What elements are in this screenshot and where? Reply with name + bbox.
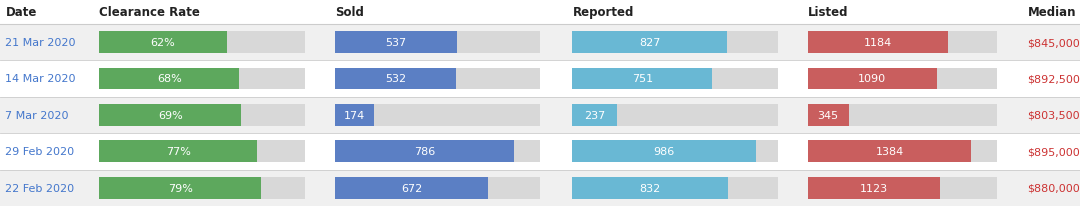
Text: 1384: 1384 [876,147,904,157]
Text: 1123: 1123 [860,183,888,193]
Text: 174: 174 [345,110,365,120]
Bar [0,61,1080,97]
Bar [808,177,941,199]
Bar [808,32,948,54]
Bar [808,32,997,54]
Bar [572,68,778,90]
Text: 345: 345 [818,110,839,120]
Text: 1184: 1184 [864,38,892,48]
Text: Date: Date [5,6,37,19]
Bar [808,68,997,90]
Bar [572,177,778,199]
Text: $803,500: $803,500 [1027,110,1080,120]
Text: 69%: 69% [158,110,183,120]
Text: $880,000: $880,000 [1027,183,1080,193]
Text: 14 Mar 2020: 14 Mar 2020 [5,74,76,84]
Bar [335,32,457,54]
Text: 77%: 77% [166,147,191,157]
Bar [572,104,778,126]
Text: 21 Mar 2020: 21 Mar 2020 [5,38,76,48]
Bar [335,104,540,126]
Bar [572,141,756,163]
Text: 672: 672 [401,183,422,193]
Text: $895,000: $895,000 [1027,147,1080,157]
Bar [572,32,727,54]
Bar [0,25,1080,61]
Text: 786: 786 [414,147,435,157]
Text: 62%: 62% [150,38,175,48]
Bar [0,170,1080,206]
Bar [335,32,540,54]
Bar [808,177,997,199]
Bar [99,68,239,90]
Bar [572,104,617,126]
Bar [808,104,997,126]
Bar [0,97,1080,133]
Text: $845,000: $845,000 [1027,38,1080,48]
Bar [572,68,713,90]
Bar [335,104,375,126]
Bar [99,104,305,126]
Text: 22 Feb 2020: 22 Feb 2020 [5,183,75,193]
Text: 1090: 1090 [859,74,887,84]
Text: 832: 832 [639,183,661,193]
Bar [335,141,514,163]
Bar [572,32,778,54]
Text: 751: 751 [632,74,653,84]
Bar [335,177,488,199]
Bar [572,177,728,199]
Bar [99,104,241,126]
Text: 7 Mar 2020: 7 Mar 2020 [5,110,69,120]
Bar [99,141,257,163]
Text: Median: Median [1028,6,1077,19]
Text: 537: 537 [386,38,406,48]
Text: Clearance Rate: Clearance Rate [99,6,200,19]
Text: Sold: Sold [335,6,364,19]
Text: 827: 827 [639,38,660,48]
Bar [335,177,540,199]
Text: 986: 986 [653,147,675,157]
Bar [99,177,305,199]
Text: 79%: 79% [168,183,193,193]
Bar [99,141,305,163]
Bar [99,177,261,199]
Bar [808,68,936,90]
Text: 68%: 68% [157,74,181,84]
Bar [335,68,540,90]
Text: 29 Feb 2020: 29 Feb 2020 [5,147,75,157]
Bar [99,68,305,90]
Bar [808,104,849,126]
Bar [808,141,971,163]
Bar [99,32,305,54]
Text: $892,500: $892,500 [1027,74,1080,84]
Text: 237: 237 [584,110,605,120]
Text: Reported: Reported [572,6,634,19]
Bar [808,141,997,163]
Bar [0,133,1080,170]
Text: Listed: Listed [808,6,849,19]
Bar [572,141,778,163]
Bar [335,141,540,163]
Bar [335,68,456,90]
Text: 532: 532 [384,74,406,84]
Bar [99,32,227,54]
